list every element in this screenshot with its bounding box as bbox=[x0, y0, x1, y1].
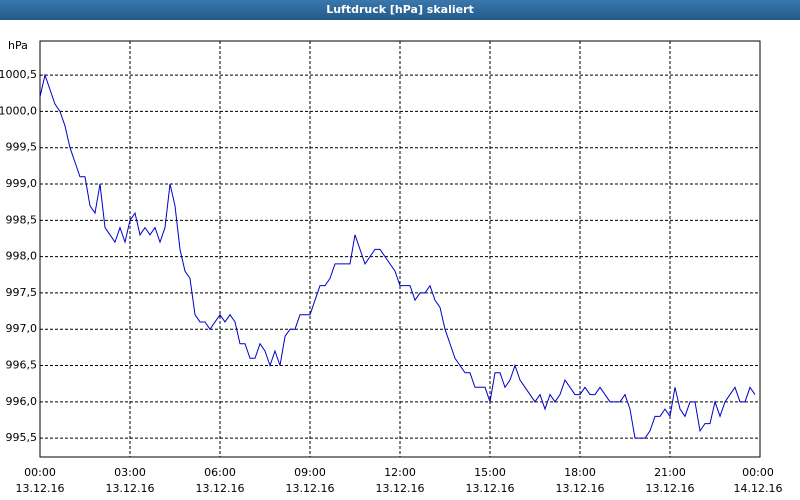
y-tick-label: 999,5 bbox=[6, 141, 38, 154]
y-tick-label: 1000,5 bbox=[0, 68, 37, 81]
plot-frame bbox=[39, 40, 761, 458]
pressure-line bbox=[39, 73, 756, 439]
x-tick-label: 09:00 13.12.16 bbox=[285, 466, 335, 495]
x-tick-label: 00:00 13.12.16 bbox=[15, 466, 65, 495]
x-tick-label: 06:00 13.12.16 bbox=[195, 466, 245, 495]
y-tick-label: 999,0 bbox=[6, 177, 38, 190]
y-tick-label: 998,0 bbox=[6, 250, 38, 263]
x-tick-label: 18:00 13.12.16 bbox=[555, 466, 605, 495]
y-tick-label: 998,5 bbox=[6, 213, 38, 226]
y-tick-label: 1000,0 bbox=[0, 104, 37, 117]
y-tick-label: 997,0 bbox=[6, 322, 38, 335]
x-tick-label: 15:00 13.12.16 bbox=[465, 466, 515, 495]
y-axis-label: hPa bbox=[8, 39, 28, 52]
x-tick-label: 00:00 14.12.16 bbox=[733, 466, 783, 495]
x-tick-label: 21:00 13.12.16 bbox=[645, 466, 695, 495]
x-tick-label: 12:00 13.12.16 bbox=[375, 466, 425, 495]
y-tick-label: 996,5 bbox=[6, 359, 38, 372]
x-tick-label: 03:00 13.12.16 bbox=[105, 466, 155, 495]
window-title: Luftdruck [hPa] skaliert bbox=[0, 0, 800, 20]
y-tick-label: 995,5 bbox=[6, 431, 38, 444]
y-tick-label: 997,5 bbox=[6, 286, 38, 299]
y-tick-label: 996,0 bbox=[6, 395, 38, 408]
